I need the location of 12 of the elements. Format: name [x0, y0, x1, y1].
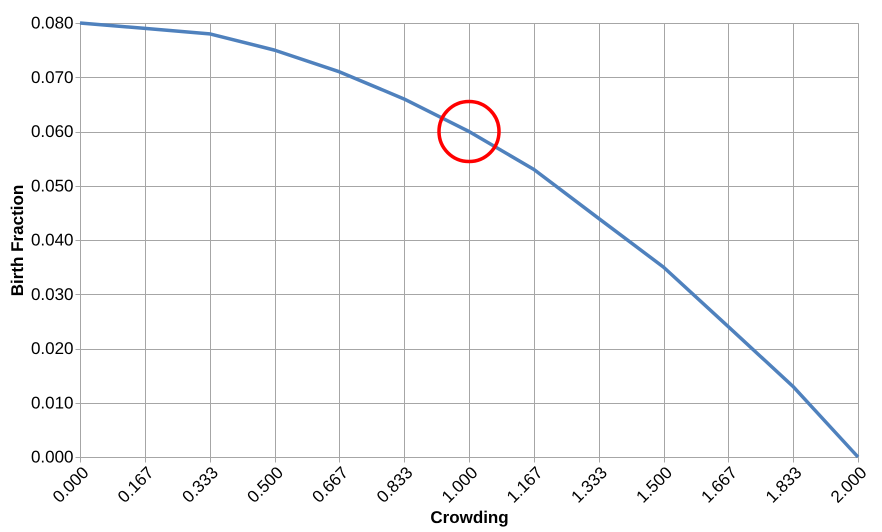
y-tick-label: 0.080 [30, 14, 74, 32]
y-tick-label: 0.060 [30, 122, 74, 141]
y-tick-label: 0.040 [30, 230, 74, 250]
y-axis-title: Birth Fraction [8, 184, 27, 296]
y-tick-label: 0.020 [30, 339, 74, 358]
y-tick-label: 0.000 [30, 448, 74, 466]
y-tick-label: 0.050 [30, 176, 74, 196]
y-tick-label: 0.010 [30, 393, 74, 412]
line-series [78, 21, 860, 459]
y-tick-label: 0.030 [30, 284, 74, 304]
y-tick-label: 0.070 [30, 68, 74, 87]
x-axis-title: Crowding [430, 508, 509, 527]
